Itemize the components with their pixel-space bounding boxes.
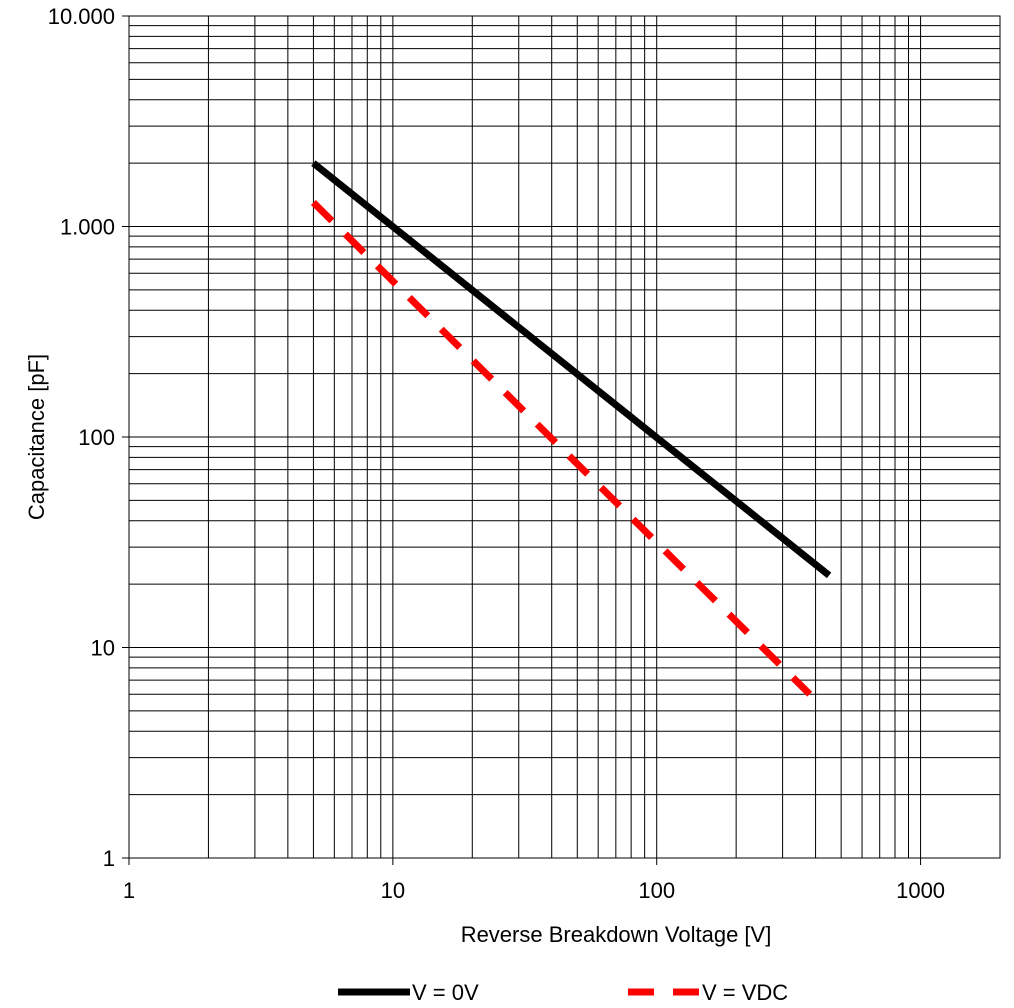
x-tick-label: 10 xyxy=(381,878,405,903)
legend-label: V = 0V xyxy=(412,980,479,1005)
y-tick-label: 10 xyxy=(91,636,115,661)
y-axis-label: Capacitance [pF] xyxy=(24,354,49,520)
x-tick-label: 100 xyxy=(638,878,675,903)
y-tick-label: 1 xyxy=(103,846,115,871)
series-line xyxy=(311,160,832,579)
x-tick-label: 1 xyxy=(123,878,135,903)
x-tick-label: 1000 xyxy=(896,878,945,903)
axis-ticks xyxy=(122,15,922,865)
y-tick-label: 10.000 xyxy=(48,4,115,29)
y-tick-labels: 1 10 100 1.000 10.000 xyxy=(48,4,115,871)
y-tick-label: 100 xyxy=(78,425,115,450)
series-lines xyxy=(310,160,832,697)
y-tick-label: 1.000 xyxy=(60,215,115,240)
x-tick-labels: 1 10 100 1000 xyxy=(123,878,945,903)
legend: V = 0V V = VDC xyxy=(338,980,788,1005)
grid-lines xyxy=(129,16,1000,858)
legend-label: V = VDC xyxy=(702,980,788,1005)
x-axis-label: Reverse Breakdown Voltage [V] xyxy=(461,922,772,947)
